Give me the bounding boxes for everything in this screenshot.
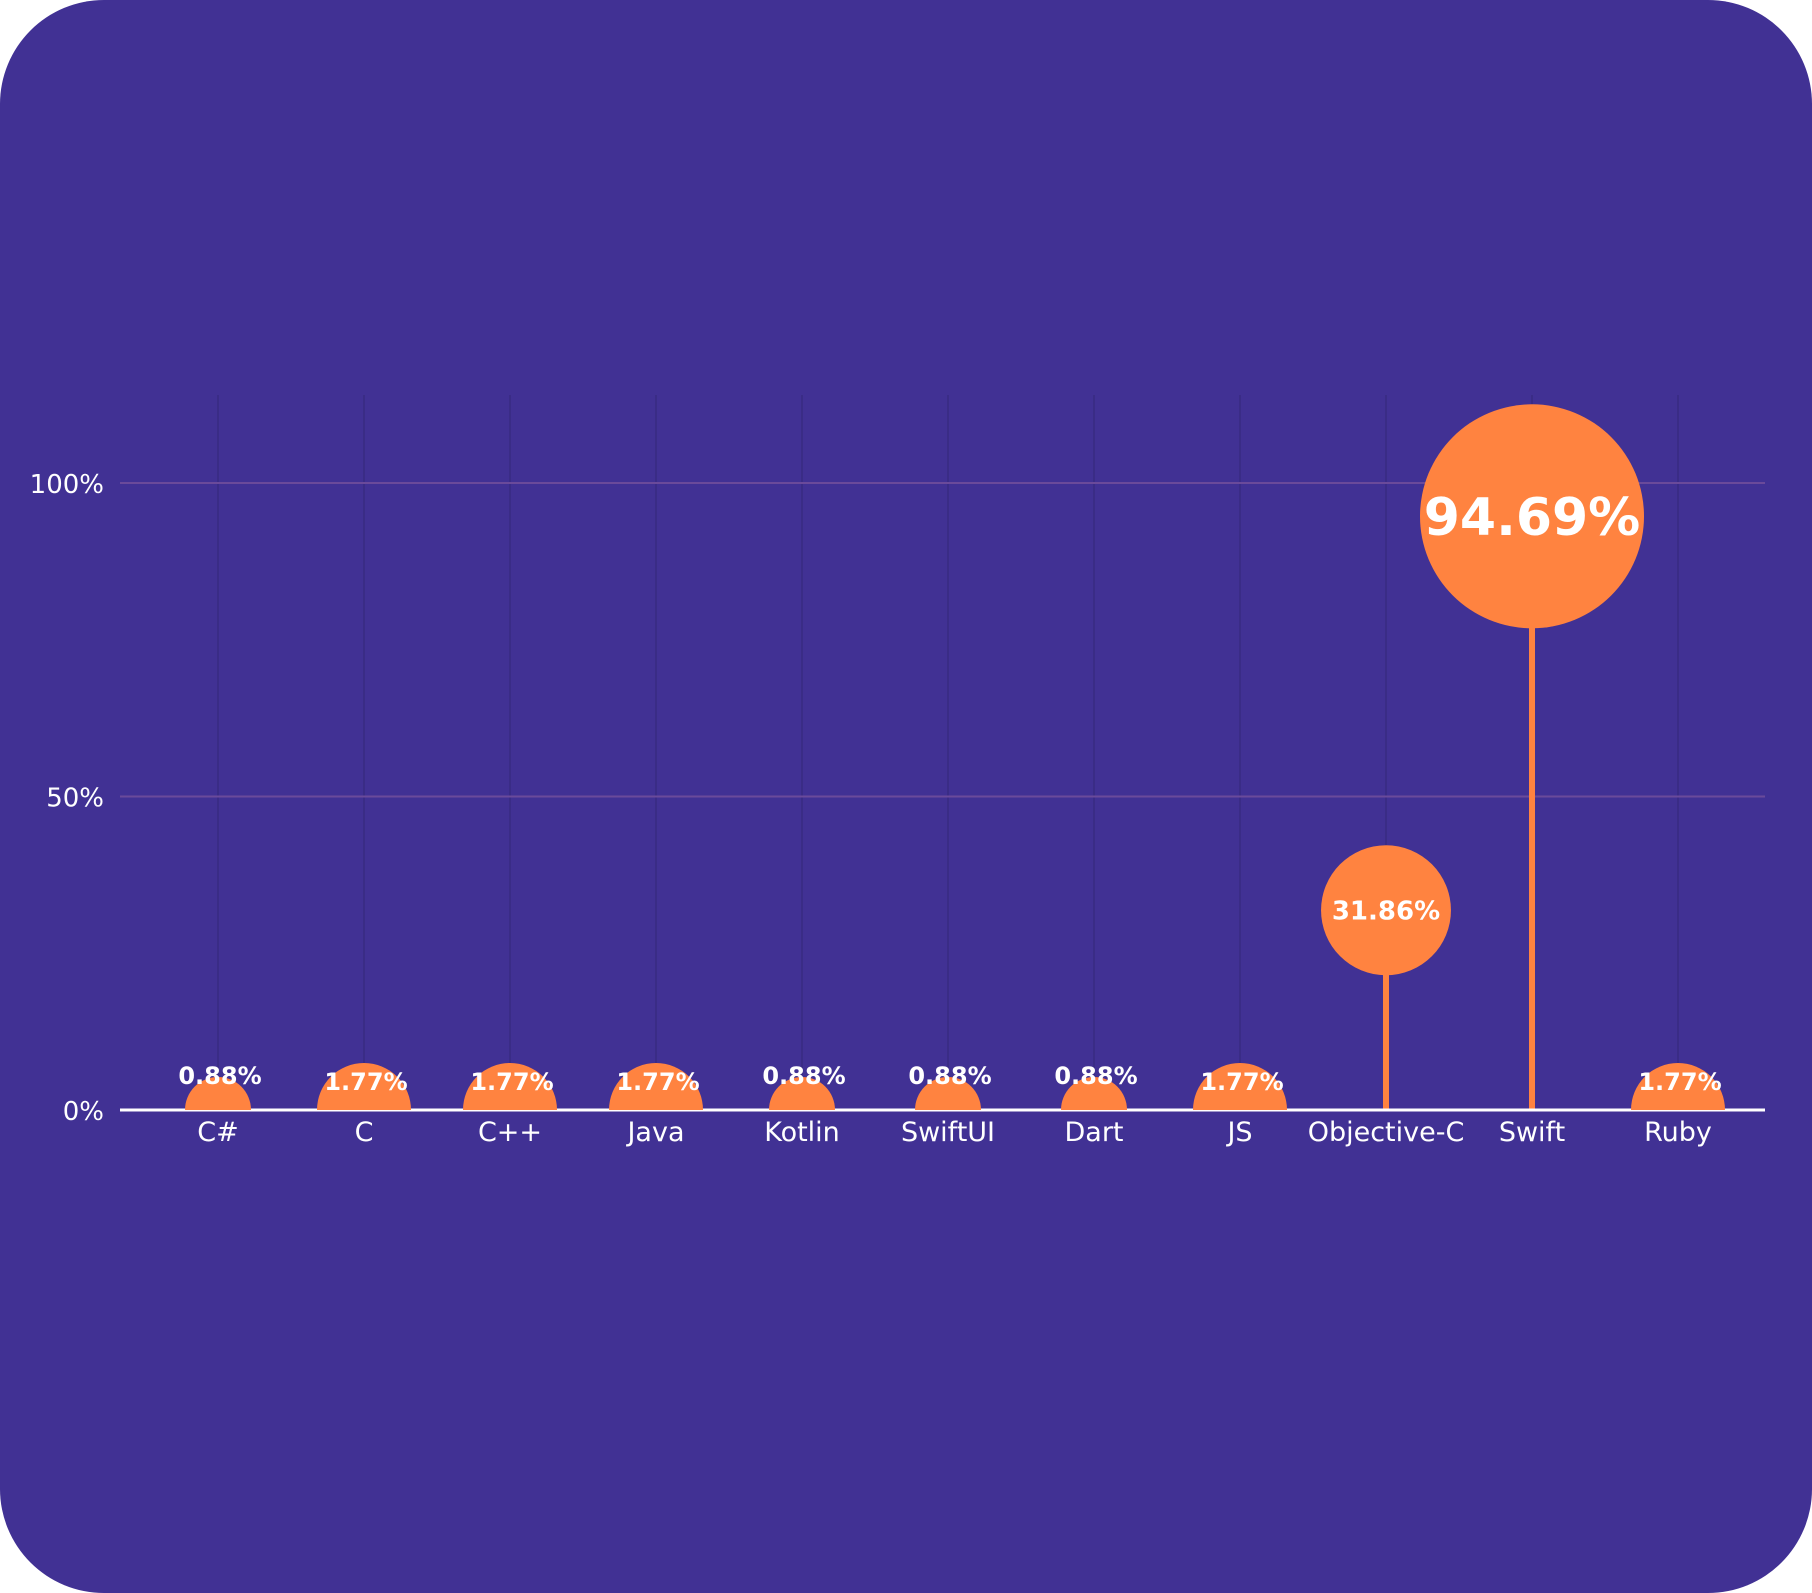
x-tick-label: JS <box>1225 1117 1252 1148</box>
x-tick-label: SwiftUI <box>901 1117 995 1148</box>
value-label: 1.77% <box>1638 1068 1721 1096</box>
x-tick-label: Kotlin <box>764 1117 840 1148</box>
value-label: 0.88% <box>1054 1062 1137 1090</box>
value-label: 1.77% <box>616 1068 699 1096</box>
y-axis-ticks: 0% 50% 100% <box>30 470 104 1127</box>
x-tick-label: C# <box>197 1117 238 1148</box>
lollipop-bubble <box>769 1077 835 1110</box>
lollipop-bubble <box>1420 404 1644 629</box>
x-tick-label: Dart <box>1064 1117 1123 1148</box>
lollipop-bubble <box>1193 1063 1287 1110</box>
x-tick-label: C <box>355 1117 374 1148</box>
lollipop-bubbles: 0.88% 1.77% 1.77% 1.77% 0.88% 0.88% 0.88% 1.77%… <box>178 404 1725 1110</box>
value-label: 1.77% <box>1200 1068 1283 1096</box>
y-tick-label: 100% <box>30 470 104 500</box>
lollipop-bubble <box>463 1063 557 1110</box>
x-tick-label: Ruby <box>1644 1117 1712 1148</box>
lollipop-bubble <box>915 1077 981 1110</box>
value-label: 1.77% <box>324 1068 407 1096</box>
lollipop-bubble <box>1631 1063 1725 1110</box>
x-axis-labels: C# C C++ Java Kotlin SwiftUI Dart JS Objective-C… <box>197 1117 1712 1148</box>
value-label: 1.77% <box>470 1068 553 1096</box>
x-tick-label: C++ <box>478 1117 542 1148</box>
value-label: 0.88% <box>178 1062 261 1090</box>
lollipop-bubble <box>1061 1077 1127 1110</box>
x-tick-label: Objective-C <box>1308 1117 1465 1148</box>
y-tick-label: 50% <box>46 784 104 814</box>
lollipop-bubble <box>1321 845 1451 976</box>
lollipop-bubble <box>609 1063 703 1110</box>
lollipop-bubble <box>185 1077 251 1110</box>
y-tick-label: 0% <box>63 1097 104 1127</box>
value-label: 94.69% <box>1424 488 1641 548</box>
x-tick-label: Java <box>625 1117 684 1148</box>
lollipop-stems <box>1383 626 1535 1110</box>
value-label: 31.86% <box>1332 897 1440 927</box>
value-label: 0.88% <box>908 1062 991 1090</box>
value-label: 0.88% <box>762 1062 845 1090</box>
x-tick-label: Swift <box>1499 1117 1565 1148</box>
lollipop-bubble <box>317 1063 411 1110</box>
